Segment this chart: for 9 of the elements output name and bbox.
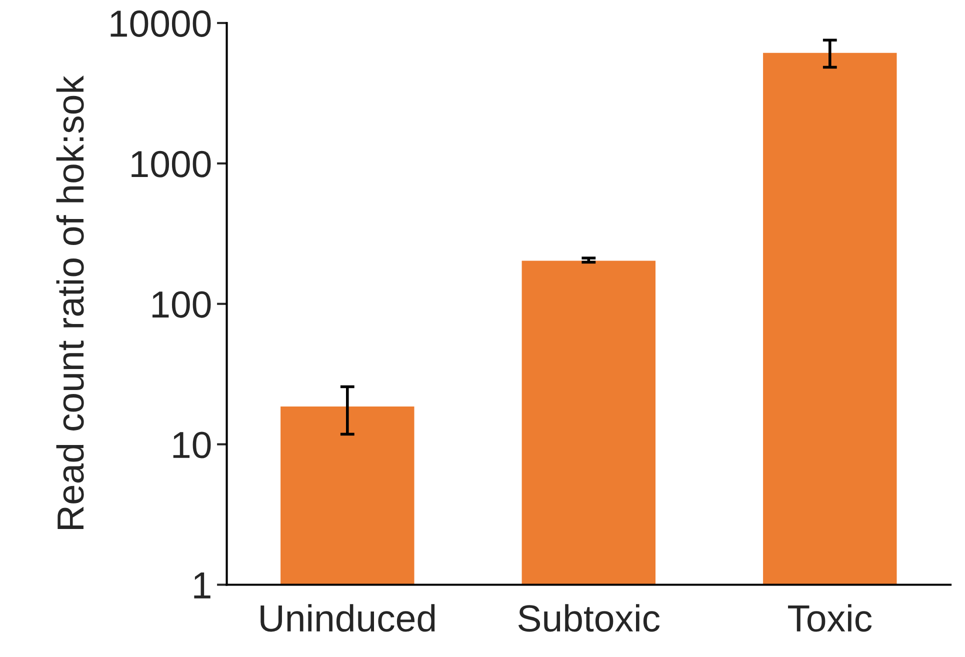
y-tick-label: 1 [194, 572, 210, 598]
x-tick-label: Toxic [788, 604, 872, 632]
x-tick-label: Uninduced [260, 604, 435, 632]
y-tick-label: 1000 [132, 150, 211, 178]
y-tick-label: 10000 [110, 10, 211, 37]
y-tick-label: 10 [173, 432, 211, 458]
x-tick-label: Subtoxic [518, 604, 660, 632]
y-tick-label: 100 [152, 291, 211, 318]
y-axis-title: Read count ratio of hok:sok [56, 76, 84, 530]
